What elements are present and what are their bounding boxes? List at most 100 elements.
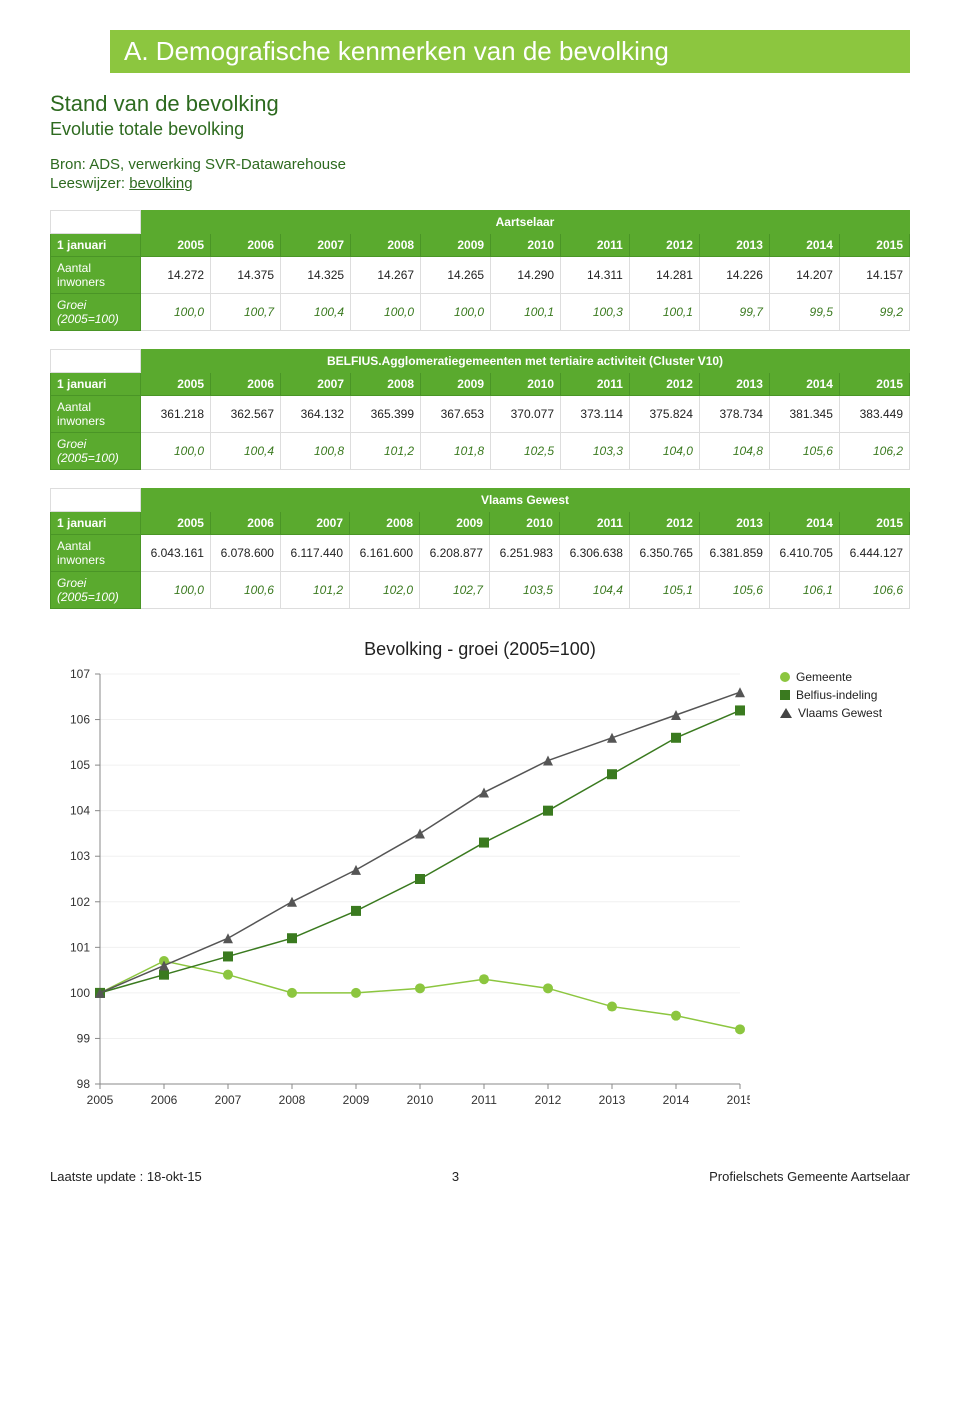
chart-title: Bevolking - groei (2005=100) <box>50 639 910 660</box>
cell: 100,0 <box>141 433 211 470</box>
cell: 373.114 <box>561 396 630 433</box>
col-year: 2015 <box>839 373 909 396</box>
cell: 100,6 <box>210 572 280 609</box>
cell: 99,5 <box>769 294 839 331</box>
svg-text:2005: 2005 <box>87 1093 114 1107</box>
svg-text:2008: 2008 <box>279 1093 306 1107</box>
growth-chart: 9899100101102103104105106107200520062007… <box>50 664 750 1124</box>
col-year: 2007 <box>281 373 351 396</box>
table-row: Aantal inwoners 361.218362.567364.132365… <box>51 396 910 433</box>
guide-prefix: Leeswijzer: <box>50 175 129 192</box>
col-year: 2015 <box>839 512 909 535</box>
cell: 100,4 <box>281 294 351 331</box>
col-year: 2006 <box>210 512 280 535</box>
cell: 106,6 <box>839 572 909 609</box>
col-year: 2015 <box>839 234 909 257</box>
page-subheading: Evolutie totale bevolking <box>50 119 910 140</box>
cell: 14.325 <box>281 257 351 294</box>
cell: 100,0 <box>141 572 211 609</box>
cell: 14.290 <box>491 257 561 294</box>
cell: 104,0 <box>629 433 699 470</box>
svg-text:2006: 2006 <box>151 1093 178 1107</box>
cell: 6.350.765 <box>629 535 699 572</box>
col-year: 2005 <box>141 234 211 257</box>
cell: 106,1 <box>769 572 839 609</box>
footer-page-number: 3 <box>202 1169 709 1184</box>
table-row: Aantal inwoners 6.043.1616.078.6006.117.… <box>51 535 910 572</box>
svg-text:2011: 2011 <box>471 1093 497 1107</box>
col-year: 2012 <box>629 234 699 257</box>
col-year: 2008 <box>350 512 420 535</box>
cell: 6.043.161 <box>141 535 211 572</box>
row-groei-label: Groei (2005=100) <box>51 572 141 609</box>
table-row: Aantal inwoners 14.27214.37514.32514.267… <box>51 257 910 294</box>
cell: 104,4 <box>559 572 629 609</box>
source-line: Bron: ADS, verwerking SVR-Datawarehouse <box>50 156 910 173</box>
row-groei-label: Groei (2005=100) <box>51 433 141 470</box>
col-year: 2012 <box>629 512 699 535</box>
footer-update: Laatste update : 18-okt-15 <box>50 1169 202 1184</box>
guide-line: Leeswijzer: bevolking <box>50 175 910 192</box>
cell: 100,1 <box>629 294 699 331</box>
col-year: 2013 <box>699 512 769 535</box>
col-year: 2011 <box>561 234 630 257</box>
row-left-label: 1 januari <box>51 234 141 257</box>
svg-text:100: 100 <box>70 986 90 1000</box>
col-year: 2005 <box>141 373 211 396</box>
cell: 362.567 <box>211 396 281 433</box>
table-super-header: BELFIUS.Agglomeratiegemeenten met tertia… <box>141 350 910 373</box>
col-year: 2006 <box>211 234 281 257</box>
svg-text:2010: 2010 <box>407 1093 434 1107</box>
cell: 6.161.600 <box>350 535 420 572</box>
svg-text:103: 103 <box>70 849 90 863</box>
chart-legend: Gemeente Belfius-indeling Vlaams Gewest <box>780 664 910 724</box>
svg-text:99: 99 <box>77 1031 91 1045</box>
table-blank-cell <box>51 489 141 512</box>
cell: 364.132 <box>281 396 351 433</box>
cell: 381.345 <box>769 396 839 433</box>
cell: 14.272 <box>141 257 211 294</box>
cell: 6.444.127 <box>839 535 909 572</box>
cell: 102,0 <box>350 572 420 609</box>
cell: 14.157 <box>839 257 909 294</box>
cell: 99,2 <box>839 294 909 331</box>
legend-label: Vlaams Gewest <box>798 706 882 720</box>
svg-text:107: 107 <box>70 667 90 681</box>
table-blank-cell <box>51 350 141 373</box>
table-super-header: Aartselaar <box>141 211 910 234</box>
col-year: 2009 <box>420 512 490 535</box>
table-vlaams: Vlaams Gewest 1 januari 2005200620072008… <box>50 488 910 609</box>
col-year: 2007 <box>281 234 351 257</box>
section-banner: A. Demografische kenmerken van de bevolk… <box>110 30 910 73</box>
table-super-header: Vlaams Gewest <box>141 489 910 512</box>
triangle-marker-icon <box>780 708 792 718</box>
row-inw-label: Aantal inwoners <box>51 535 141 572</box>
col-year: 2010 <box>489 512 559 535</box>
svg-text:2014: 2014 <box>663 1093 690 1107</box>
col-year: 2010 <box>491 373 561 396</box>
cell: 6.381.859 <box>699 535 769 572</box>
cell: 101,8 <box>421 433 491 470</box>
cell: 105,6 <box>699 572 769 609</box>
col-year: 2011 <box>559 512 629 535</box>
svg-text:106: 106 <box>70 713 90 727</box>
legend-label: Gemeente <box>796 670 852 684</box>
row-left-label: 1 januari <box>51 512 141 535</box>
page-footer: Laatste update : 18-okt-15 3 Profielsche… <box>50 1169 910 1184</box>
svg-text:102: 102 <box>70 895 90 909</box>
legend-label: Belfius-indeling <box>796 688 877 702</box>
cell: 100,8 <box>281 433 351 470</box>
cell: 14.267 <box>351 257 421 294</box>
guide-link[interactable]: bevolking <box>129 175 192 192</box>
cell: 370.077 <box>491 396 561 433</box>
cell: 100,3 <box>561 294 630 331</box>
col-year: 2009 <box>421 234 491 257</box>
cell: 14.265 <box>421 257 491 294</box>
col-year: 2013 <box>699 234 769 257</box>
cell: 100,7 <box>211 294 281 331</box>
cell: 105,1 <box>629 572 699 609</box>
page-heading: Stand van de bevolking <box>50 91 910 117</box>
svg-text:105: 105 <box>70 758 90 772</box>
svg-text:2009: 2009 <box>343 1093 370 1107</box>
svg-text:101: 101 <box>70 940 90 954</box>
